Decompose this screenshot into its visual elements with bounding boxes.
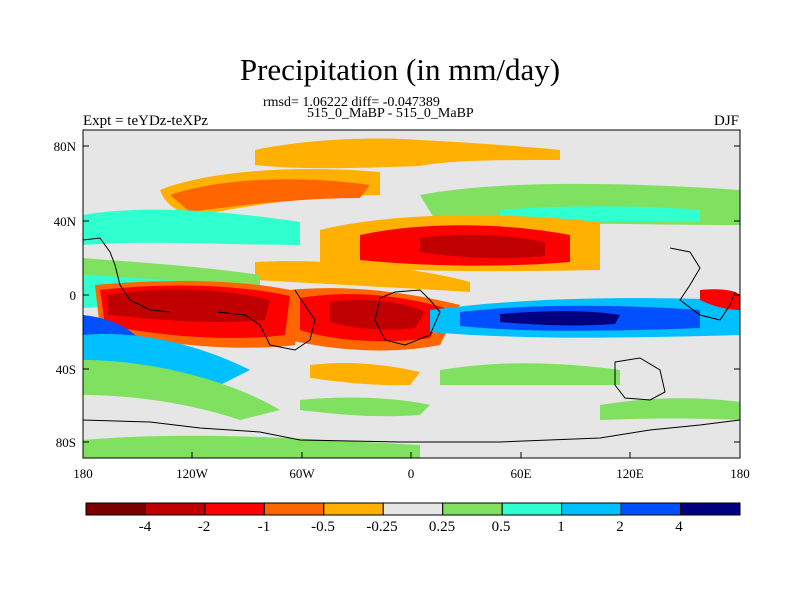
contour-green-antarctic bbox=[83, 435, 420, 458]
contour-navy-indian bbox=[500, 311, 620, 326]
lat-label-40n: 40N bbox=[54, 214, 77, 229]
colorbar-label: 4 bbox=[675, 519, 683, 535]
plot-title: Precipitation (in mm/day) bbox=[239, 52, 561, 87]
colorbar-label: 0.5 bbox=[492, 519, 511, 535]
coast-australia bbox=[614, 357, 666, 401]
experiment-label: Expt = teYDz-teXPz bbox=[83, 113, 209, 129]
colorbar-box bbox=[85, 502, 146, 516]
lat-label-80s: 80S bbox=[56, 435, 76, 450]
lat-label-80n: 80N bbox=[54, 139, 77, 154]
colorbar-label: -4 bbox=[139, 519, 152, 535]
colorbar-box bbox=[620, 502, 682, 516]
contour-green-south-3 bbox=[300, 397, 430, 417]
contour-orange-north bbox=[255, 138, 560, 169]
lat-label-40s: 40S bbox=[56, 362, 76, 377]
coast-antarctica bbox=[83, 419, 740, 443]
colorbar-label: -1 bbox=[258, 519, 271, 535]
coastlines bbox=[83, 237, 740, 443]
contour-darkred-tropics bbox=[420, 234, 545, 259]
plot-subtitle: 515_0_MaBP - 515_0_MaBP bbox=[307, 106, 474, 121]
contour-green-south bbox=[83, 360, 280, 420]
lon-label-180e: 180 bbox=[730, 466, 750, 481]
contour-green-south-2 bbox=[440, 363, 620, 385]
contour-darkred-atlantic bbox=[330, 300, 425, 330]
contour-orange-eq-band bbox=[255, 261, 470, 292]
lon-label-120e: 120E bbox=[616, 466, 644, 481]
colorbar-box bbox=[442, 502, 503, 516]
season-label: DJF bbox=[713, 113, 739, 129]
colorbar-label: 0.25 bbox=[429, 519, 455, 535]
colorbar-box bbox=[204, 502, 265, 516]
colorbar bbox=[85, 502, 741, 516]
map-ticks bbox=[82, 145, 741, 458]
lat-label-0: 0 bbox=[70, 288, 77, 303]
lon-label-120w: 120W bbox=[176, 466, 209, 481]
coast-africa bbox=[374, 289, 441, 346]
stats-text: rmsd= 1.06222 diff= -0.047389 bbox=[263, 95, 440, 110]
lon-label-0: 0 bbox=[408, 466, 415, 481]
lon-label-60e: 60E bbox=[511, 466, 532, 481]
coast-south-america bbox=[217, 289, 316, 351]
contour-red-north bbox=[170, 179, 370, 212]
lon-label-60w: 60W bbox=[289, 466, 315, 481]
colorbar-label: 2 bbox=[616, 519, 624, 535]
precip-anomaly-field bbox=[83, 138, 740, 458]
colorbar-label: 1 bbox=[557, 519, 565, 535]
colorbar-box bbox=[561, 502, 622, 516]
colorbar-box bbox=[323, 502, 384, 516]
colorbar-box bbox=[382, 502, 444, 516]
colorbar-label: -0.25 bbox=[366, 519, 397, 535]
colorbar-box bbox=[680, 502, 741, 516]
contour-cyan-nw bbox=[83, 209, 300, 245]
coast-east-asia bbox=[669, 247, 736, 321]
contour-green-south-4 bbox=[600, 398, 740, 420]
colorbar-box bbox=[263, 502, 325, 516]
contour-orange-south bbox=[310, 362, 420, 386]
colorbar-box bbox=[144, 502, 206, 516]
colorbar-label: -0.5 bbox=[311, 519, 335, 535]
lon-label-180w: 180 bbox=[73, 466, 93, 481]
contour-darkred-eq-west bbox=[108, 289, 270, 323]
contour-cyan-south bbox=[83, 334, 250, 385]
colorbar-label: -2 bbox=[198, 519, 211, 535]
colorbar-box bbox=[501, 502, 563, 516]
coast-north-america bbox=[83, 237, 171, 313]
